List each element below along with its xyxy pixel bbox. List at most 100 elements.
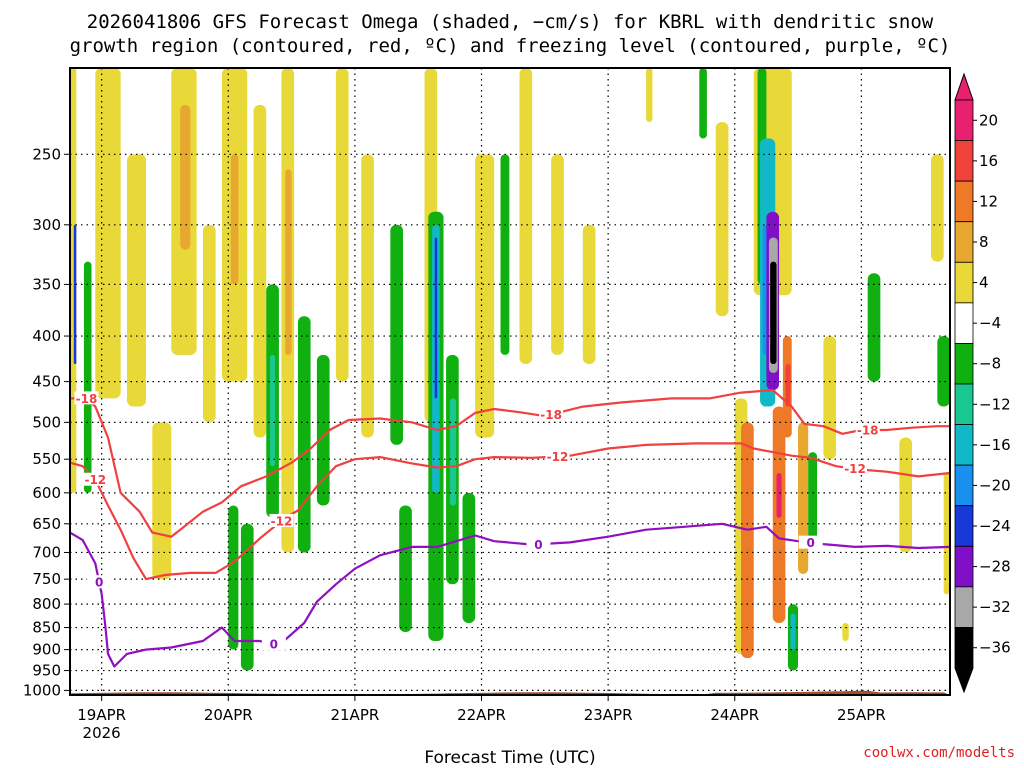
contour-label: 0 (807, 536, 815, 550)
omega-cell (741, 422, 754, 659)
contour-label: -18 (540, 408, 562, 422)
colorbar-swatch (954, 343, 974, 385)
contour-label-bg (83, 472, 108, 486)
omega-cell (582, 224, 596, 365)
colorbar-swatch (954, 140, 974, 182)
colorbar-swatch (954, 261, 974, 304)
ground-surface (70, 690, 950, 695)
chart-title-line2: growth region (contoured, red, ºC) and f… (70, 35, 951, 57)
y-tick-label: 950 (32, 662, 61, 680)
omega-cell (790, 613, 796, 650)
colorbar-tick-label: −4 (979, 314, 1001, 332)
colorbar-tick-label: −16 (979, 436, 1011, 454)
contour-line (69, 522, 951, 668)
credit-link[interactable]: coolwx.com/modelts (863, 745, 1015, 761)
omega-cell (240, 523, 254, 671)
omega-cell (785, 364, 791, 407)
x-tick-label: 25APR (837, 706, 886, 724)
contour-label: 0 (270, 638, 278, 652)
contour-label-bg (74, 391, 99, 405)
x-tick-label: 21APR (330, 706, 379, 724)
x-tick-label: 19APR (77, 706, 126, 724)
omega-cell (823, 336, 837, 460)
colorbar-tick-label: −12 (979, 395, 1011, 413)
omega-cell (399, 505, 412, 633)
colorbar-tick-label: −8 (979, 355, 1001, 373)
colorbar: 20 16 12 8 4 −4 −8 −12 −16 −20 −24 −28 −32 −36 (954, 72, 1011, 694)
y-tick-label: 800 (32, 595, 61, 613)
colorbar-swatch (954, 99, 974, 141)
omega-cell (931, 154, 944, 262)
pressure-axis: 250 300 350 400 450 500 550 600 650 700 750 800 850 9… (23, 145, 70, 699)
x-tick-label: 20APR (204, 706, 253, 724)
colorbar-tick-label: −36 (979, 639, 1011, 657)
omega-cell (361, 154, 374, 438)
colorbar-swatch (954, 586, 974, 628)
temperature-contours: -18 -18 -18 -12 -12 -12 -12 0 0 0 0 (69, 389, 951, 668)
x-tick-label: 23APR (584, 706, 633, 724)
omega-cell (500, 154, 510, 355)
omega-cell (253, 104, 267, 438)
contour-label-bg (843, 461, 868, 475)
colorbar-extension-bottom (954, 667, 974, 694)
contour-label: -12 (547, 450, 569, 464)
y-tick-label: 750 (32, 570, 61, 588)
omega-cell (899, 437, 913, 553)
omega-cell (285, 169, 292, 355)
omega-cell (70, 68, 77, 493)
x-tick-label: 24APR (710, 706, 759, 724)
contour-label-bg (526, 537, 551, 551)
omega-cell (230, 154, 239, 285)
colorbar-swatch (954, 505, 974, 547)
omega-cell (83, 261, 92, 493)
contour-label: -12 (84, 473, 106, 487)
omega-cell (390, 224, 404, 445)
omega-cell (551, 154, 564, 355)
y-tick-label: 300 (32, 216, 61, 234)
omega-cell (842, 622, 849, 641)
colorbar-swatch (954, 464, 974, 507)
contour-label-bg (261, 637, 286, 651)
contour-label-bg (798, 535, 823, 549)
omega-cell (519, 68, 533, 365)
y-tick-label: 250 (32, 145, 61, 163)
contour-label-bg (545, 449, 570, 463)
colorbar-swatch (954, 424, 974, 466)
colorbar-tick-label: 8 (979, 233, 989, 251)
colorbar-tick-label: −24 (979, 517, 1011, 535)
colorbar-swatch (954, 383, 974, 425)
colorbar-extension-top (954, 72, 974, 101)
chart-title-line1: 2026041806 GFS Forecast Omega (shaded, −… (87, 11, 934, 33)
omega-cell (770, 261, 777, 365)
omega-cell (943, 473, 950, 595)
omega-cell (449, 398, 457, 506)
contour-label: -12 (844, 462, 866, 476)
year-label: 2026 (83, 724, 121, 742)
contour-line (69, 442, 951, 581)
omega-cell (475, 154, 495, 438)
colorbar-tick-label: 20 (979, 111, 998, 129)
omega-cell (126, 154, 146, 407)
y-tick-label: 650 (32, 515, 61, 533)
x-axis-title: Forecast Time (UTC) (424, 748, 595, 768)
omega-cell (776, 473, 782, 518)
y-tick-label: 850 (32, 619, 61, 637)
contour-label: -12 (271, 514, 293, 528)
x-tick-label: 22APR (457, 706, 506, 724)
omega-cell (867, 273, 881, 382)
y-tick-label: 500 (32, 413, 61, 431)
contour-label: 0 (95, 576, 103, 590)
contour-label-bg (87, 575, 112, 589)
colorbar-tick-label: 4 (979, 274, 989, 292)
time-axis: 19APR 20APR 21APR 22APR 23APR 24APR 25APR (77, 695, 886, 724)
y-tick-label: 550 (32, 450, 61, 468)
y-tick-label: 450 (32, 373, 61, 391)
colorbar-tick-label: −28 (979, 558, 1011, 576)
y-tick-label: 350 (32, 275, 61, 293)
omega-cell (715, 122, 729, 317)
omega-cell (297, 316, 311, 553)
omega-cell (228, 505, 239, 650)
omega-cell (699, 68, 707, 139)
colorbar-swatch (954, 302, 974, 344)
